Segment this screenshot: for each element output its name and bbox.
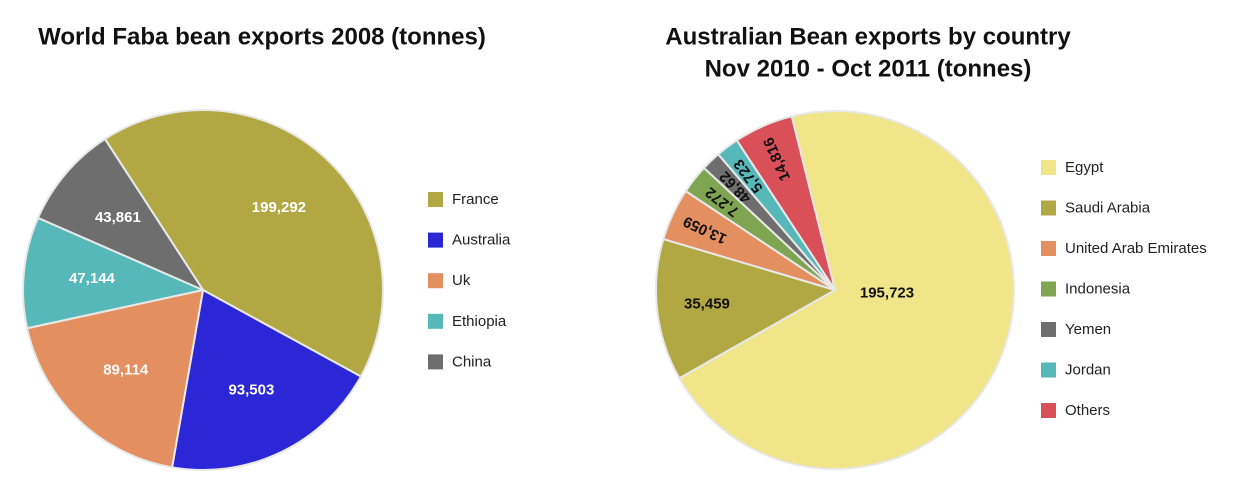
legend-swatch [428,313,443,329]
data-label: 89,114 [103,362,149,379]
chart-title: World Faba bean exports 2008 (tonnes) [38,23,486,50]
pie-slice [25,288,205,469]
data-label: 93,503 [228,382,274,399]
legend-label: Australia [452,232,511,249]
pie-slice [36,137,206,293]
pie-slice [677,110,1015,470]
data-label: 199,292 [252,199,306,216]
legend-label: France [452,191,499,208]
pie-slice [655,237,838,380]
data-label: 47,144 [69,270,116,287]
legend-label: Others [1065,402,1110,419]
legend-label: Indonesia [1065,280,1131,297]
pie-slice [22,216,207,330]
legend-swatch [1041,362,1056,378]
legend-swatch [1041,281,1056,297]
legend-label: Egypt [1065,159,1104,176]
legend-swatch [1041,322,1056,337]
legend-swatch [428,232,443,248]
legend-swatch [1041,241,1056,256]
legend-swatch [428,273,443,289]
pie-slice [170,288,363,471]
legend-swatch [428,192,443,207]
legend-swatch [1041,160,1056,175]
legend-label: Jordan [1065,361,1111,378]
legend-label: Uk [452,272,471,289]
pie-slice [103,109,384,378]
data-label: 195,723 [860,284,914,301]
legend-label: Yemen [1065,321,1111,338]
data-label: 35,459 [684,296,730,313]
chart-title: Australian Bean exports by country [665,23,1071,50]
legend-swatch [1041,200,1056,216]
legend-label: Ethiopia [452,313,507,330]
pie-slice [735,115,836,291]
legend-label: China [452,353,492,370]
data-label: 43,861 [95,209,141,226]
legend-swatch [1041,403,1056,418]
chart-subtitle: Nov 2010 - Oct 2011 (tonnes) [705,55,1032,82]
legend-label: United Arab Emirates [1065,240,1207,257]
legend-label: Saudi Arabia [1065,199,1151,216]
legend-swatch [428,354,443,370]
